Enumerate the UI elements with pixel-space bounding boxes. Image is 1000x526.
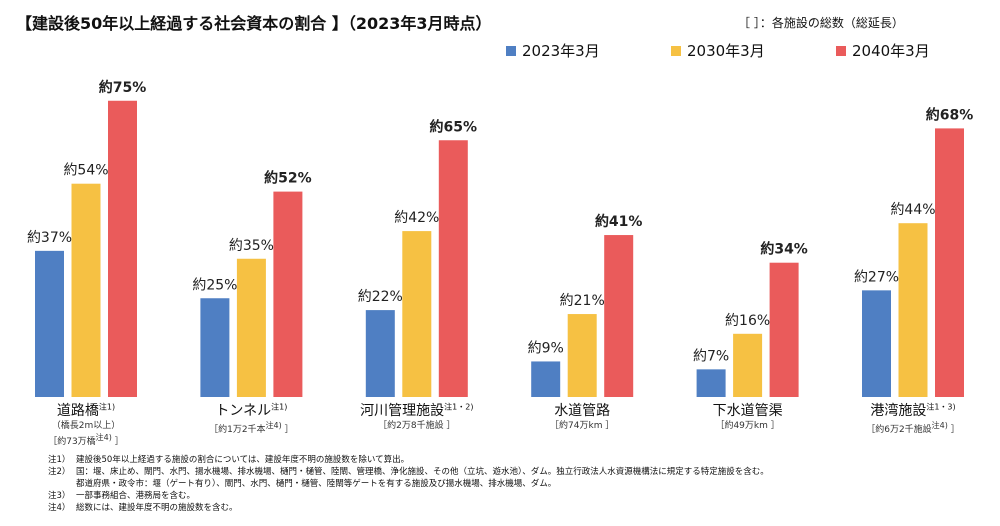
category-total: ［約6万2千施設注4) ］ — [866, 421, 960, 435]
bar — [696, 369, 726, 397]
bar — [733, 333, 763, 397]
bar — [898, 223, 928, 397]
data-label: 約22% — [358, 289, 403, 305]
data-label: 約34% — [760, 241, 808, 258]
category-total: ［約49万km ］ — [715, 421, 780, 431]
category-name: 水道管路 — [554, 403, 611, 419]
data-label: 約7% — [693, 348, 729, 364]
data-label: 約35% — [229, 238, 274, 254]
bar — [273, 191, 303, 397]
legend: 2023年3月 2030年3月 2040年3月 — [506, 40, 1000, 61]
footnote-text: 建設後50年以上経過する施設の割合については、建設年度不明の施設数を除いて算出。 — [76, 455, 410, 465]
footnote: 注1） 建設後50年以上経過する施設の割合については、建設年度不明の施設数を除いて… — [48, 454, 769, 466]
category-note: 注1) — [271, 402, 288, 412]
category-total: ［約74万km ］ — [550, 421, 615, 431]
footnote-key: 注2） — [48, 467, 71, 477]
footnote-text: 総数には、建設年度不明の施設数を含む。 — [76, 503, 238, 513]
category-label: 河川管理施設注1・2) ［約2万8千施設 ］ — [334, 400, 500, 432]
data-label: 約9% — [528, 340, 564, 356]
data-label: 約37% — [27, 230, 72, 246]
bar — [531, 361, 561, 397]
data-label: 約42% — [394, 210, 439, 226]
total-note: 注4) — [265, 421, 282, 430]
bar — [769, 262, 799, 397]
legend-item-2030: 2030年3月 — [671, 40, 836, 61]
legend-swatch — [506, 45, 516, 56]
category-name: 下水道管渠 — [712, 403, 783, 419]
footnote: 注4） 総数には、建設年度不明の施設数を含む。 — [48, 502, 769, 514]
category-note: 注1・2) — [444, 402, 474, 412]
category-note: 注1) — [98, 402, 116, 412]
bar — [236, 258, 266, 397]
data-label: 約54% — [63, 163, 108, 179]
bar — [402, 231, 432, 397]
footnote-key: 注4） — [48, 503, 71, 513]
legend-label: 2023年3月 — [522, 42, 600, 60]
chart-title: 【建設後50年以上経過する社会資本の割合 】（2023年3月時点） — [16, 14, 492, 33]
legend-swatch — [671, 45, 681, 56]
data-label: 約65% — [430, 118, 478, 135]
category-name: トンネル注1) — [215, 402, 288, 419]
footnote-key: 注1） — [48, 455, 71, 465]
bar — [365, 310, 395, 397]
category-label: 下水道管渠 ［約49万km ］ — [665, 400, 831, 432]
legend-label: 2040年3月 — [852, 42, 930, 60]
category-total: ［約73万橋注4) ］ — [48, 433, 124, 447]
bar — [108, 100, 137, 397]
data-label: 約41% — [595, 213, 643, 230]
category-label: 水道管路 ［約74万km ］ — [499, 400, 665, 432]
legend-label: 2030年3月 — [687, 42, 765, 60]
data-label: 約44% — [890, 202, 935, 218]
category-name: 道路橋注1) — [56, 402, 116, 419]
bar — [935, 128, 964, 397]
category-label: トンネル注1) ［約1万2千本注4) ］ — [168, 400, 334, 436]
bar — [200, 298, 230, 397]
category-name: 河川管理施設注1・2) — [360, 402, 474, 419]
category-total: ［約1万2千本注4) ］ — [209, 421, 294, 435]
data-label: 約27% — [854, 269, 899, 285]
bracket-note: ［ ］：各施設の総数（総延長） — [738, 16, 904, 30]
data-label: 約75% — [99, 79, 147, 96]
legend-item-2040: 2040年3月 — [836, 40, 1000, 61]
category-total: （橋長2m以上） — [51, 421, 121, 431]
category-note: 注1・3) — [926, 402, 956, 412]
footnote-key: 注3） — [48, 491, 71, 501]
data-label: 約68% — [926, 106, 974, 123]
category-label: 道路橋注1) （橋長2m以上） ［約73万橋注4) ］ — [3, 400, 169, 448]
total-note: 注4) — [95, 433, 112, 442]
category-name: 港湾施設注1・3) — [870, 402, 956, 419]
legend-item-2023: 2023年3月 — [506, 40, 671, 61]
footnotes: 注1） 建設後50年以上経過する施設の割合については、建設年度不明の施設数を除いて… — [48, 454, 769, 514]
legend-swatch — [836, 45, 846, 56]
footnote-text: 国：堰、床止め、閘門、水門、揚水機場、排水機場、樋門・樋管、陸閘、管理橋、浄化施… — [76, 467, 769, 477]
bar — [35, 250, 64, 397]
footnote: 注2） 国：堰、床止め、閘門、水門、揚水機場、排水機場、樋門・樋管、陸閘、管理橋、… — [48, 466, 769, 478]
category-label: 港湾施設注1・3) ［約6万2千施設注4) ］ — [830, 400, 996, 436]
bar — [567, 314, 597, 397]
bar — [71, 183, 101, 397]
bar — [604, 235, 634, 397]
bar — [438, 140, 468, 397]
data-label: 約16% — [725, 313, 770, 329]
bar — [862, 290, 891, 397]
category-total: ［約2万8千施設 ］ — [378, 421, 456, 431]
footnote: 注3） 一部事務組合、港務局を含む。 — [48, 490, 769, 502]
data-label: 約52% — [264, 170, 312, 187]
total-note: 注4) — [931, 421, 948, 430]
footnote-continuation: 都道府県・政令市：堰（ゲート有り）、閘門、水門、樋門・樋管、陸閘等ゲートを有する… — [76, 479, 557, 489]
footnote-text: 一部事務組合、港務局を含む。 — [76, 491, 196, 501]
data-label: 約21% — [560, 293, 605, 309]
data-label: 約25% — [192, 277, 237, 293]
